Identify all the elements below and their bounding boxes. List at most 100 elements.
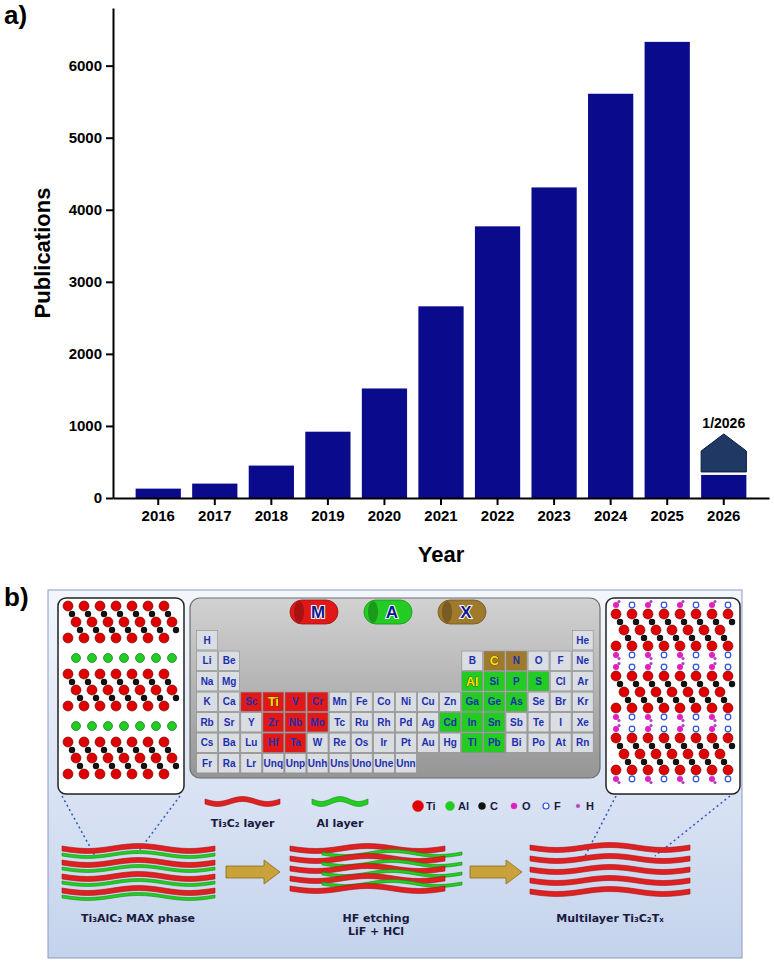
c-atom [729, 743, 735, 749]
element-symbol: Ir [381, 737, 388, 748]
c-atom [69, 747, 75, 753]
element-symbol: F [558, 655, 564, 666]
c-atom [149, 611, 155, 617]
c-atom [85, 747, 91, 753]
ti-atom [651, 749, 661, 759]
element-symbol: Zr [268, 717, 278, 728]
c-atom [101, 747, 107, 753]
element-cell [484, 733, 505, 752]
o-atom [677, 602, 683, 608]
element-cell [373, 713, 394, 732]
element-cell [373, 692, 394, 711]
element-symbol: Ag [421, 717, 434, 728]
ti-atom [159, 737, 169, 747]
element-symbol: Une [374, 758, 393, 769]
bar [362, 388, 407, 498]
y-tick-label: 2000 [69, 345, 102, 362]
element-symbol: Hf [268, 737, 279, 748]
f-atom [725, 714, 731, 720]
bar [701, 475, 746, 498]
ti-atom [675, 609, 685, 619]
c-atom [141, 627, 147, 633]
ti-atom [71, 753, 81, 763]
ti-atom [79, 601, 89, 611]
ti-atom [707, 671, 717, 681]
f-atom [725, 652, 731, 658]
element-symbol: Ra [223, 758, 236, 769]
element-cell [528, 651, 549, 670]
c-atom [617, 681, 623, 687]
ti-atom [103, 685, 113, 695]
c-atom [85, 611, 91, 617]
ti-atom [699, 749, 709, 759]
element-symbol: Zn [444, 696, 456, 707]
c-atom [157, 763, 163, 769]
c-atom [165, 747, 171, 753]
bars [136, 42, 747, 498]
element-symbol: Ti [268, 695, 279, 709]
atom-legend-label: F [554, 800, 561, 812]
c-atom [157, 695, 163, 701]
atom-legend-icon [543, 803, 549, 809]
bar [588, 94, 633, 498]
x-tick-label: 2021 [424, 507, 457, 524]
c-atom [109, 627, 115, 633]
h-atom [649, 600, 652, 603]
x-tick-mark [553, 498, 555, 505]
ti-atom [103, 617, 113, 627]
c-atom [641, 697, 647, 703]
y-tick: 4000 [69, 201, 113, 218]
ti-atom [167, 617, 177, 627]
element-cell [396, 754, 417, 773]
al-atom [72, 654, 81, 663]
c-atom [665, 619, 671, 625]
ti-atom [127, 633, 137, 643]
ti-atom [699, 687, 709, 697]
h-atom [713, 781, 716, 784]
element-cell [550, 672, 571, 691]
element-cell [285, 754, 306, 773]
x-tick-label: 2025 [651, 507, 684, 524]
x-tick: 2020 [368, 498, 401, 524]
c-atom [713, 619, 719, 625]
ti-atom [79, 701, 89, 711]
x-tick: 2019 [311, 498, 344, 524]
x-tick-label: 2016 [142, 507, 175, 524]
y-tick-label: 6000 [69, 57, 102, 74]
ti-atom [143, 601, 153, 611]
f-atom [629, 602, 635, 608]
ti-atom [651, 625, 661, 635]
element-cell [197, 692, 218, 711]
ti-atom [611, 765, 621, 775]
ti-atom [651, 687, 661, 697]
ti-atom [95, 669, 105, 679]
h-atom [649, 657, 652, 660]
ti-atom [151, 685, 161, 695]
ti-atom [675, 765, 685, 775]
f-atom [693, 726, 699, 732]
c-atom [125, 695, 131, 701]
element-cell [572, 672, 593, 691]
ti-atom [691, 733, 701, 743]
c-atom [665, 681, 671, 687]
ti3c2-layer [530, 854, 690, 864]
c-atom [133, 611, 139, 617]
c-atom [625, 697, 631, 703]
y-tick-mark [106, 209, 113, 211]
bar [475, 226, 520, 498]
element-cell [197, 672, 218, 691]
element-cell [197, 713, 218, 732]
h-atom [617, 600, 620, 603]
periodic-table: MAXHHeLiBeBCNOFNeNaMgAlSiPSClArKCaScTiVC… [190, 598, 600, 778]
ti-atom [159, 669, 169, 679]
h-atom [617, 719, 620, 722]
f-atom [693, 602, 699, 608]
element-symbol: Fe [356, 696, 368, 707]
site-label: X [460, 603, 472, 622]
ti-atom [723, 671, 733, 681]
stage-label: Ti₃AlC₂ MAX phase [81, 912, 195, 925]
ti-atom [675, 703, 685, 713]
element-symbol: C [490, 654, 499, 668]
element-cell [263, 733, 284, 752]
ti-atom [683, 625, 693, 635]
